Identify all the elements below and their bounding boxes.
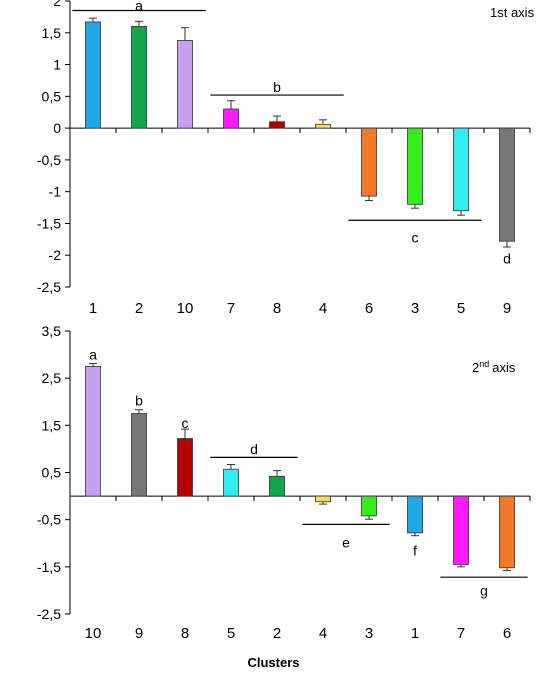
category-label: 2 — [135, 300, 143, 317]
group-label: c — [182, 415, 189, 431]
group-label: b — [273, 79, 281, 95]
axis-label-2nd-sup: nd — [479, 359, 489, 369]
y-tick-label: -2,5 — [37, 279, 61, 295]
y-tick-label: 2,5 — [42, 370, 62, 386]
category-label: 1 — [89, 300, 97, 317]
category-label: 5 — [457, 300, 465, 317]
bar-cluster-4 — [315, 123, 331, 129]
y-tick-label: -2,5 — [37, 606, 61, 622]
category-label: 9 — [503, 300, 511, 317]
category-label: 1 — [411, 625, 419, 642]
y-tick-label: 1 — [53, 57, 61, 73]
y-tick-label: 3,5 — [42, 323, 62, 339]
group-label: a — [89, 347, 97, 363]
bar-cluster-5 — [453, 127, 469, 212]
chart-2nd-axis: 3,5 2,5 1,5 0,5 -0,5 -1,5 -2,5 10 9 8 5 2 4 3 1 7 6 a b c d e… — [37, 323, 531, 642]
category-label: 3 — [411, 300, 419, 317]
category-label: 4 — [319, 300, 327, 317]
category-label: 3 — [365, 625, 373, 642]
category-label: 6 — [503, 625, 511, 642]
group-label: g — [480, 582, 488, 598]
y-tick-label: 1,5 — [42, 25, 62, 41]
category-label: 8 — [181, 625, 189, 642]
category-label: 7 — [457, 625, 465, 642]
bar-cluster-7 — [223, 108, 239, 129]
category-label: 10 — [177, 300, 194, 317]
bar-cluster-7 — [453, 495, 469, 565]
bar-cluster-6 — [499, 495, 515, 569]
bar-cluster-8 — [269, 121, 285, 129]
category-label: 4 — [319, 625, 327, 642]
group-label: a — [135, 0, 143, 13]
y-tick-label: 0 — [53, 120, 61, 136]
bar-cluster-3 — [407, 127, 423, 205]
bar-cluster-6 — [361, 127, 377, 197]
y-tick-label: 0,5 — [42, 88, 62, 104]
y-tick-label: 2 — [53, 0, 61, 9]
bar-cluster-4 — [315, 495, 331, 503]
category-label: 8 — [273, 300, 281, 317]
axis-label-2nd-number: 2 — [472, 360, 479, 375]
bar-cluster-8 — [177, 438, 193, 497]
y-tick-label: -0,5 — [37, 512, 61, 528]
y-tick-label: -1,5 — [37, 559, 61, 575]
y-tick-label: 0,5 — [42, 465, 62, 481]
category-label: 7 — [227, 300, 235, 317]
group-label: d — [503, 250, 511, 266]
y-tick-label: -1 — [49, 184, 62, 200]
category-label: 2 — [273, 625, 281, 642]
bar-cluster-1 — [85, 21, 101, 129]
bar-cluster-9 — [131, 413, 147, 497]
bar-cluster-1 — [407, 495, 423, 534]
category-label: 6 — [365, 300, 373, 317]
group-label: b — [135, 392, 143, 408]
bar-cluster-3 — [361, 495, 377, 517]
x-axis-title: Clusters — [247, 655, 300, 670]
group-label: d — [250, 441, 258, 457]
bar-cluster-5 — [223, 468, 239, 497]
bar-cluster-10 — [177, 40, 193, 129]
category-label: 9 — [135, 625, 143, 642]
category-label: 5 — [227, 625, 235, 642]
bar-cluster-2 — [269, 475, 285, 497]
axis-label-1st: 1st axis — [490, 5, 535, 20]
bar-cluster-9 — [499, 127, 515, 242]
y-tick-label: -2 — [49, 247, 62, 263]
bar-cluster-2 — [131, 26, 147, 129]
y-tick-label: 1,5 — [42, 417, 62, 433]
axis-label-2nd-word: axis — [492, 360, 516, 375]
axis-label-2nd: 2nd axis — [472, 359, 516, 375]
group-label: e — [342, 534, 350, 550]
chart-1st-axis: 2 1,5 1 0,5 0 -0,5 -1 -1,5 -2 -2,5 1 2 10 7 8 4 6 3 5 9 a b c d… — [37, 0, 535, 317]
category-label: 10 — [85, 625, 102, 642]
y-tick-label: -0,5 — [37, 152, 61, 168]
group-label: c — [412, 229, 419, 245]
group-label: f — [413, 542, 417, 558]
bar-cluster-10 — [85, 365, 101, 497]
y-tick-label: -1,5 — [37, 215, 61, 231]
